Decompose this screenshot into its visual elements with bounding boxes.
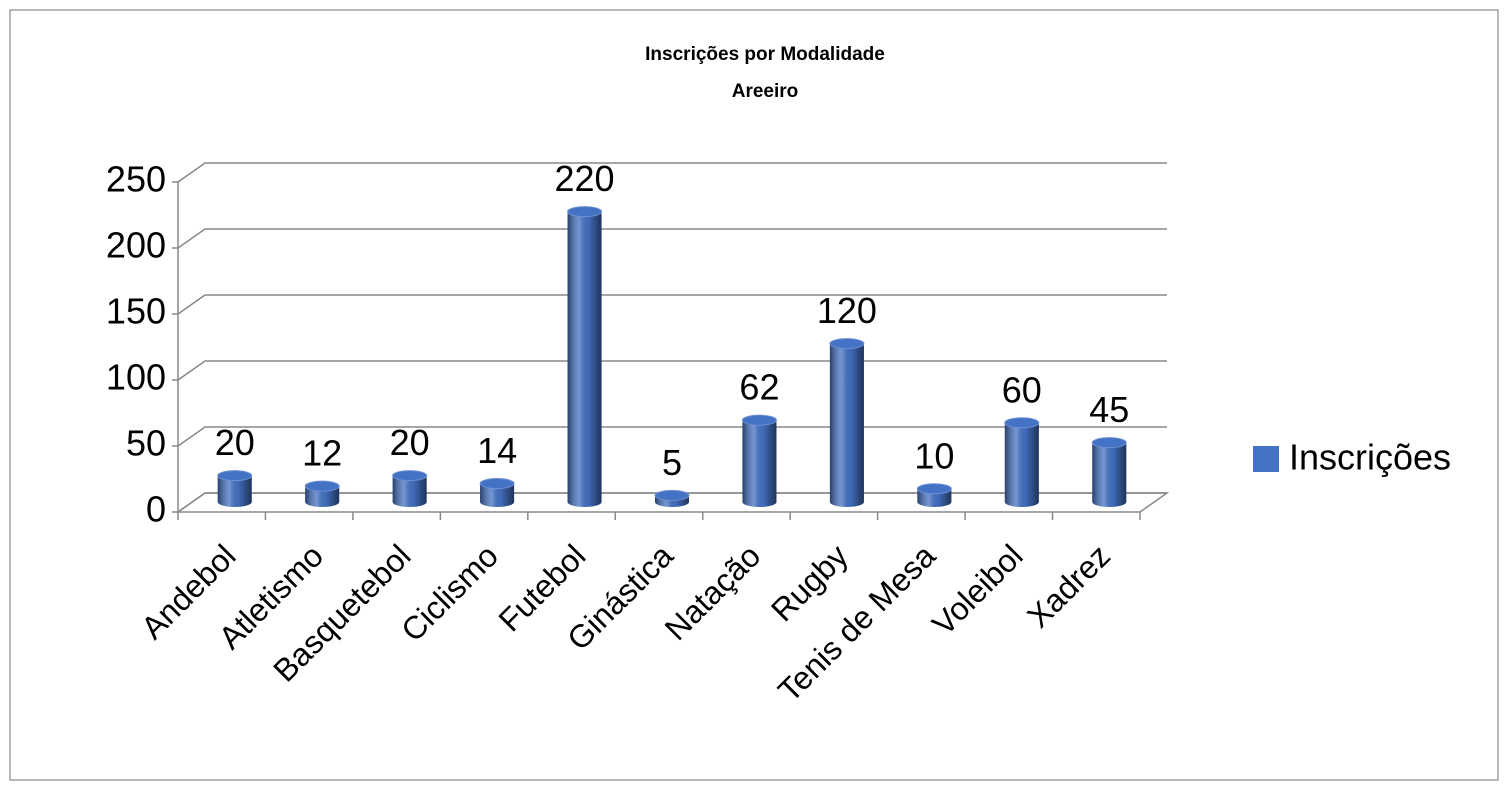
bar — [567, 206, 603, 507]
bar-part — [392, 470, 428, 482]
bar-part — [741, 414, 777, 426]
bar-part — [217, 470, 253, 482]
bar-part — [304, 480, 340, 492]
bar — [479, 478, 515, 507]
bar — [741, 414, 777, 507]
value-label: 14 — [477, 430, 517, 471]
y-tick-label: 250 — [106, 159, 166, 200]
bar — [304, 480, 340, 507]
bar-part — [567, 211, 602, 507]
value-label: 220 — [555, 158, 615, 199]
bar-part — [916, 483, 952, 495]
bar-part — [1004, 422, 1039, 507]
bar-part — [654, 489, 690, 501]
legend-label: Inscrições — [1289, 437, 1451, 478]
bar-part — [1092, 442, 1127, 507]
bar — [392, 470, 428, 507]
y-tick-label: 150 — [106, 291, 166, 332]
value-label: 10 — [914, 435, 954, 476]
chart-subtitle: Areeiro — [732, 81, 799, 102]
bar-part — [480, 483, 515, 507]
value-label: 12 — [302, 433, 342, 474]
bar — [916, 483, 952, 507]
bar — [1004, 417, 1040, 507]
bar-part — [392, 475, 427, 507]
value-label: 120 — [817, 290, 877, 331]
bar-part — [479, 478, 515, 490]
value-label: 60 — [1002, 369, 1042, 410]
chart-border — [9, 9, 1499, 781]
bar-part — [742, 420, 777, 507]
value-label: 5 — [662, 442, 682, 483]
y-tick-label: 0 — [146, 489, 166, 530]
bar — [654, 489, 690, 507]
value-label: 45 — [1089, 389, 1129, 430]
y-tick-label: 50 — [126, 423, 166, 464]
bar-part — [305, 486, 340, 507]
value-label: 62 — [739, 367, 779, 408]
value-label: 20 — [215, 422, 255, 463]
bar — [1091, 437, 1127, 507]
bar-part — [567, 206, 603, 218]
bar-part — [1004, 417, 1040, 429]
grid-line — [177, 228, 1167, 249]
value-label: 20 — [390, 422, 430, 463]
bar-part — [829, 343, 864, 507]
y-tick-label: 100 — [106, 357, 166, 398]
bar-part — [217, 475, 252, 507]
bar — [829, 338, 865, 507]
bar-part — [829, 338, 865, 350]
bar-part — [1091, 437, 1127, 449]
chart-title: Inscrições por Modalidade — [645, 44, 885, 65]
grid-line — [177, 162, 1167, 183]
grid-line — [177, 294, 1167, 315]
bar — [217, 470, 253, 507]
legend-swatch — [1253, 446, 1279, 472]
y-tick-label: 200 — [106, 225, 166, 266]
